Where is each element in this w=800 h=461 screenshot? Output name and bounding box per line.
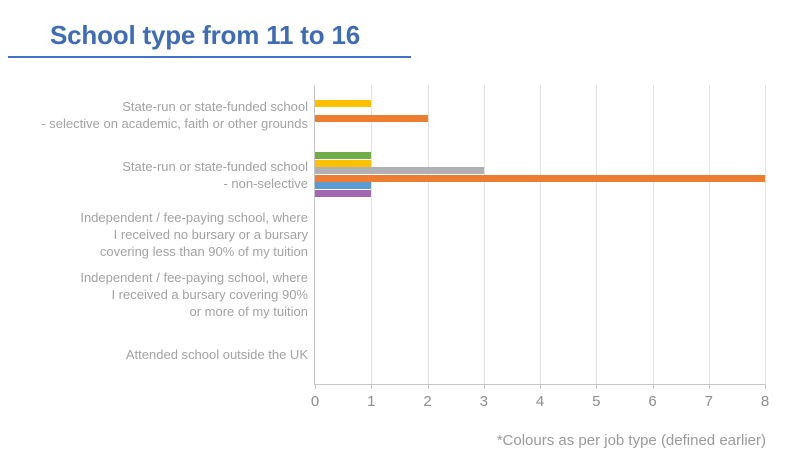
bar-slot: [315, 272, 765, 280]
bar-slot: [315, 234, 765, 242]
gridline: [596, 85, 598, 384]
category-label-line: - selective on academic, faith or other …: [41, 115, 308, 131]
bar-row: [315, 324, 765, 384]
x-axis-tick-mark: [371, 384, 373, 389]
bar-slot: [315, 332, 765, 340]
category-label-line: Attended school outside the UK: [125, 346, 308, 362]
bar-slot: [315, 339, 765, 347]
category-label-line: I received a bursary covering 90%: [111, 286, 308, 302]
category-label-line: I received no bursary or a bursary: [113, 226, 308, 242]
bar-slot: [315, 100, 765, 108]
x-tick-label: 4: [535, 393, 545, 410]
gridline: [427, 85, 429, 384]
bar-slot: [315, 309, 765, 317]
x-tick-label: 3: [479, 393, 488, 410]
bar-slot: [315, 227, 765, 235]
x-axis-tick-mark: [483, 384, 485, 389]
x-axis-tick-mark: [540, 384, 541, 389]
bar-slot: [315, 152, 765, 160]
category-label-line: - non-selective: [223, 175, 308, 191]
bar-slot: [315, 174, 765, 183]
category-label: Attended school outside the UK: [8, 324, 308, 384]
category-label-line: covering less than 90% of my tuition: [99, 243, 308, 259]
category-label-line: or more of my tuition: [189, 303, 309, 319]
category-label-line: Independent / fee-paying school, where: [80, 269, 308, 285]
title-underline: [8, 56, 411, 58]
gridline: [708, 85, 710, 384]
category-label-line: State-run or state-funded school: [122, 98, 308, 114]
category-label-line: Independent / fee-paying school, where: [80, 209, 308, 225]
bar-row: [315, 85, 765, 145]
bar-blue: [315, 182, 372, 190]
bar-slot: [315, 115, 765, 123]
x-axis-line: [314, 384, 766, 385]
gridline: [371, 85, 373, 384]
gridline: [540, 85, 541, 384]
x-tick-label: 8: [760, 393, 770, 410]
bar-slot: [315, 302, 765, 310]
x-axis-tick-mark: [765, 384, 766, 389]
gridline: [765, 85, 766, 384]
x-axis-tick-mark: [652, 384, 654, 389]
category-label: State-run or state-funded school - select…: [8, 85, 308, 145]
bar-slot: [315, 130, 765, 138]
x-tick-label: 0: [310, 393, 320, 410]
bar-slot: [315, 242, 765, 250]
x-axis-tick-mark: [315, 384, 316, 389]
bar-slot: [315, 107, 765, 115]
category-label: State-run or state-funded school - non-se…: [8, 145, 308, 205]
category-label: Independent / fee-paying school, where I …: [8, 205, 308, 265]
bar-grey: [315, 167, 484, 175]
y-axis-line: [314, 85, 315, 384]
bar-slot: [315, 212, 765, 220]
x-axis-tick-mark: [708, 384, 710, 389]
gridline: [652, 85, 654, 384]
x-tick-label: 1: [367, 393, 376, 410]
bar-slot: [315, 294, 765, 302]
bar-slot: [315, 249, 765, 257]
x-axis-tick-mark: [427, 384, 429, 389]
bar-yellow: [315, 159, 372, 167]
category-label: Independent / fee-paying school, where I …: [8, 264, 308, 324]
bar-slot: [315, 347, 765, 355]
bar-slot: [315, 167, 765, 175]
bar-slot: [315, 287, 765, 295]
bar-green: [315, 152, 372, 160]
bar-slot: [315, 354, 765, 362]
chart-footnote: *Colours as per job type (defined earlie…: [496, 432, 766, 449]
x-axis-tick-mark: [596, 384, 598, 389]
bar-orange: [315, 174, 765, 182]
bar-slot: [315, 362, 765, 370]
x-tick-label: 6: [648, 393, 657, 410]
bar-row: [315, 205, 765, 265]
x-tick-label: 2: [423, 393, 432, 410]
bar-slot: [315, 182, 765, 190]
chart-title: School type from 11 to 16: [50, 20, 360, 50]
bar-slot: [315, 122, 765, 130]
gridline: [483, 85, 485, 384]
bar-slot: [315, 279, 765, 287]
bar-orange: [315, 115, 428, 123]
bar-slot: [315, 219, 765, 227]
bar-purple: [315, 189, 372, 197]
bar-slot: [315, 189, 765, 198]
bar-row: [315, 145, 765, 205]
bar-yellow: [315, 100, 372, 108]
x-tick-label: 7: [704, 393, 713, 410]
bar-row: [315, 264, 765, 324]
bar-slot: [315, 92, 765, 100]
bar-slot: [315, 369, 765, 377]
bar-slot: [315, 159, 765, 168]
category-label-line: State-run or state-funded school: [122, 158, 308, 174]
x-tick-label: 5: [592, 393, 601, 410]
